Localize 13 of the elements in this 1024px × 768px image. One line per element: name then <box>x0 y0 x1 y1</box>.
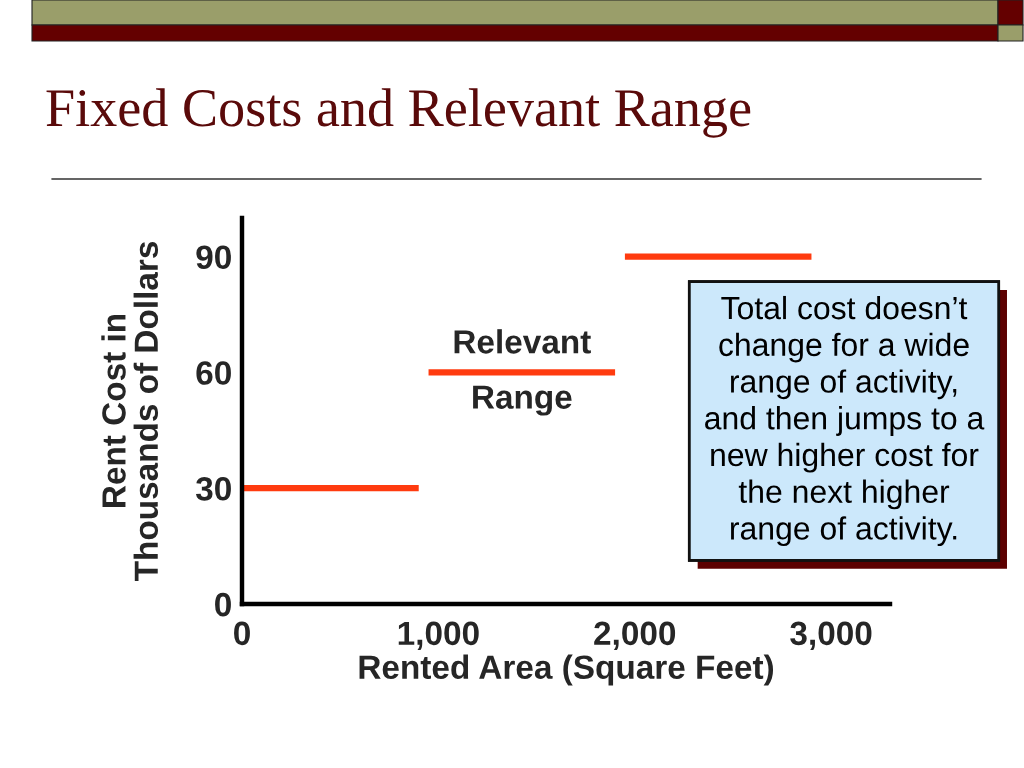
chart-title: Fixed Costs and Relevant Range <box>46 88 751 138</box>
annotation: Total cost doesn’t change for a wide range of activity, and then jumps to a new higher cost for the next higher range of activity. <box>705 295 985 547</box>
y-axis-title: Rent Cost in Thousands of Dollars <box>101 241 159 581</box>
x-tick-label: 2,000 <box>594 621 676 650</box>
annotation: Relevant Range <box>454 329 591 416</box>
y-tick-label: 90 <box>196 245 231 270</box>
x-axis-title: Rented Area (Square Feet) <box>359 654 774 686</box>
y-tick-label: 30 <box>195 477 231 501</box>
x-tick-label: 3,000 <box>790 621 872 650</box>
y-tick-label: 0 <box>215 592 231 617</box>
x-tick-label: 0 <box>234 621 250 646</box>
x-tick-label: 1,000 <box>398 621 479 650</box>
y-tick-label: 60 <box>196 361 231 385</box>
